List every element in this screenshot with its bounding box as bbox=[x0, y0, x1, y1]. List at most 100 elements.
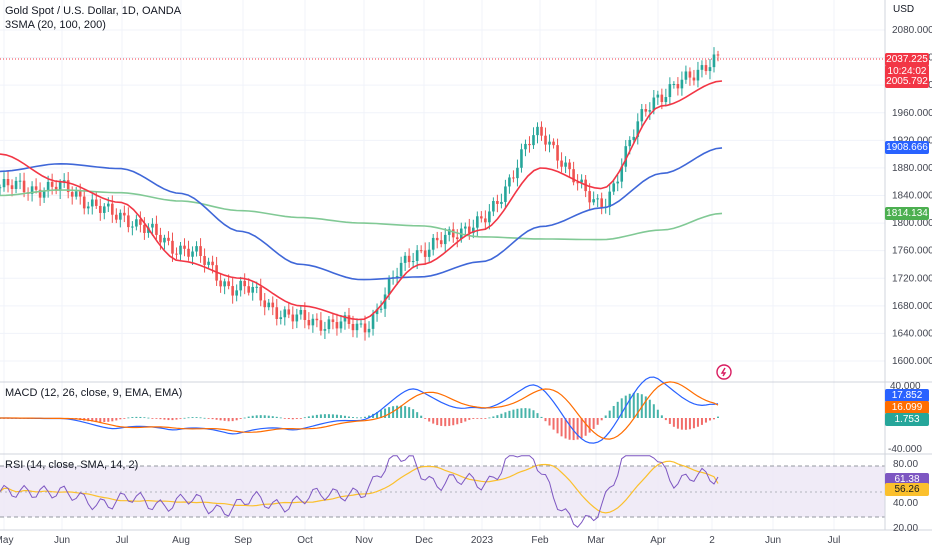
candle bbox=[231, 277, 234, 304]
macd-bar bbox=[496, 415, 499, 418]
macd-bar bbox=[460, 418, 463, 424]
candle bbox=[636, 113, 640, 145]
candle bbox=[355, 318, 359, 338]
macd-bar bbox=[532, 410, 535, 418]
candle bbox=[656, 90, 660, 105]
macd-bar bbox=[251, 415, 254, 418]
macd-bar bbox=[432, 418, 435, 424]
macd-bar bbox=[664, 418, 667, 421]
rsi-label[interactable]: RSI (14, close, SMA, 14, 2) bbox=[5, 459, 139, 471]
candle bbox=[500, 193, 503, 209]
macd-bar bbox=[508, 410, 511, 418]
macd-bar bbox=[287, 418, 290, 419]
price-tick-label: 1840.000 bbox=[892, 191, 932, 202]
macd-bar bbox=[444, 418, 447, 427]
sma20-badge: 2005.792 bbox=[885, 75, 929, 88]
candle bbox=[620, 158, 624, 189]
macd-bar bbox=[307, 416, 310, 418]
rsi-tick-40: 40.00 bbox=[893, 498, 919, 509]
macd-tick-bottom: -40.000 bbox=[888, 444, 922, 455]
symbol-title[interactable]: Gold Spot / U.S. Dollar, 1D, OANDA bbox=[5, 5, 182, 17]
macd-bar bbox=[207, 418, 210, 419]
candle bbox=[704, 59, 708, 75]
macd-bar bbox=[319, 414, 322, 418]
candle bbox=[143, 217, 146, 240]
macd-bar bbox=[520, 408, 523, 418]
time-tick-label: Jun bbox=[765, 535, 781, 546]
macd-bar bbox=[612, 405, 615, 418]
candle bbox=[684, 65, 688, 84]
macd-bar bbox=[428, 418, 431, 422]
rsi-band bbox=[0, 466, 885, 517]
macd-bar bbox=[263, 415, 266, 418]
candle bbox=[335, 313, 339, 336]
candle bbox=[616, 174, 620, 192]
macd-bar bbox=[400, 405, 403, 418]
time-tick-label: Mar bbox=[587, 535, 605, 546]
price-tick-label: 1960.000 bbox=[892, 108, 932, 119]
macd-bar bbox=[247, 416, 250, 418]
candle bbox=[66, 172, 70, 199]
macd-label[interactable]: MACD (12, 26, close, 9, EMA, EMA) bbox=[5, 387, 183, 399]
macd-bar bbox=[556, 418, 559, 434]
sma-indicator-label[interactable]: 3SMA (20, 100, 200) bbox=[5, 19, 106, 31]
candle bbox=[544, 127, 547, 152]
candle bbox=[668, 77, 672, 106]
candle bbox=[34, 178, 38, 194]
candle bbox=[279, 310, 283, 325]
sma200-line bbox=[0, 189, 723, 241]
sma100-badge: 1908.666 bbox=[885, 141, 929, 154]
candle bbox=[219, 273, 222, 293]
macd-bar bbox=[135, 416, 138, 418]
macd-tick-top: 40.000 bbox=[890, 381, 921, 392]
macd-bar bbox=[580, 418, 583, 439]
macd-bar bbox=[576, 418, 579, 440]
macd-bar bbox=[231, 418, 234, 422]
macd-bar bbox=[584, 418, 587, 436]
candle bbox=[508, 174, 511, 194]
macd-bar bbox=[291, 418, 294, 420]
candle bbox=[435, 231, 439, 249]
macd-bar bbox=[127, 417, 130, 419]
candle bbox=[463, 222, 467, 237]
candle bbox=[488, 204, 491, 230]
macd-bar bbox=[668, 418, 671, 424]
candle bbox=[600, 192, 603, 215]
macd-bar bbox=[548, 418, 551, 426]
macd-bar bbox=[143, 417, 146, 419]
candle bbox=[195, 241, 198, 257]
macd-bar bbox=[203, 417, 206, 419]
macd-bar bbox=[412, 409, 415, 418]
macd-bar bbox=[368, 415, 371, 418]
sma20-line bbox=[0, 80, 723, 321]
macd-bar bbox=[564, 418, 567, 439]
time-tick-label: 2 bbox=[709, 535, 715, 546]
macd-bar bbox=[700, 418, 703, 425]
macd-bar bbox=[343, 415, 346, 418]
time-axis[interactable]: May Jun Jul Aug Sep Oct Nov Dec 2023 Feb Mar Apr 2 Ju… bbox=[0, 535, 840, 546]
macd-bar bbox=[91, 418, 94, 422]
candle bbox=[423, 242, 427, 265]
macd-bar bbox=[600, 418, 603, 421]
macd-bar bbox=[303, 417, 306, 419]
histogram-value-badge: 1.753 bbox=[885, 413, 929, 426]
macd-bar bbox=[476, 418, 479, 419]
candle bbox=[251, 282, 255, 301]
candle bbox=[287, 302, 291, 319]
candle bbox=[427, 242, 431, 264]
candle bbox=[187, 240, 190, 261]
macd-bar bbox=[717, 416, 719, 418]
price-tick-label: 1800.000 bbox=[892, 218, 932, 229]
price-tick-label: 2080.000 bbox=[892, 25, 932, 36]
candle bbox=[58, 179, 62, 200]
candle bbox=[163, 234, 166, 250]
macd-bar bbox=[347, 416, 350, 418]
macd-bar bbox=[211, 418, 214, 420]
time-tick-label: Aug bbox=[172, 535, 190, 546]
macd-bar bbox=[111, 418, 114, 422]
macd-bar bbox=[147, 417, 150, 419]
candle bbox=[82, 188, 86, 215]
lightning-icon[interactable] bbox=[716, 364, 732, 380]
candle bbox=[528, 136, 531, 153]
